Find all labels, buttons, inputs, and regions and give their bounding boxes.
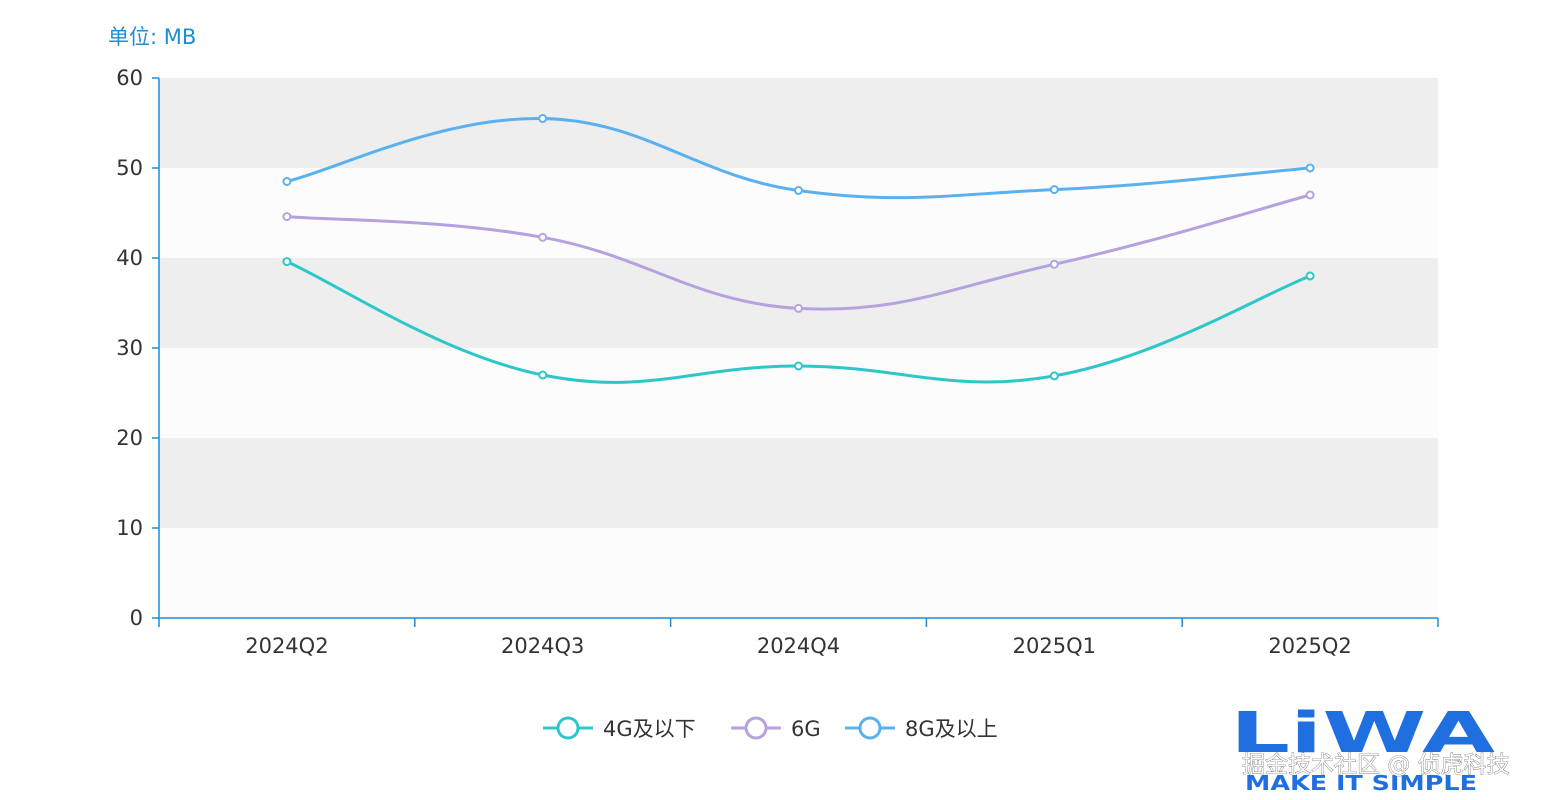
x-tick-label: 2024Q2 — [245, 634, 328, 658]
x-axis: 2024Q2 2024Q3 2024Q4 2025Q1 2025Q2 — [158, 617, 1439, 658]
legend-item-1[interactable]: 6G — [731, 716, 821, 741]
logo-tagline: MAKE IT SIMPLE — [1245, 771, 1477, 795]
legend-label: 4G及以下 — [603, 717, 696, 741]
y-tick-label: 50 — [116, 156, 143, 180]
y-tick-label: 0 — [130, 606, 143, 630]
unit-label: 单位: MB — [108, 25, 196, 49]
data-point-2-4[interactable] — [1305, 163, 1315, 173]
grid-band — [159, 258, 1438, 348]
data-point-1-3[interactable] — [1049, 259, 1059, 269]
y-tick-label: 60 — [116, 66, 143, 90]
data-point-1-2[interactable] — [794, 303, 803, 313]
legend-label: 8G及以上 — [905, 717, 998, 741]
data-point-2-2[interactable] — [794, 186, 803, 195]
watermark: 掘金技术社区 @ 侦虎科技 — [1242, 752, 1510, 778]
y-axis: 0 10 20 30 40 50 60 — [116, 66, 160, 630]
data-point-2-3[interactable] — [1049, 185, 1059, 195]
data-point-2-0[interactable] — [282, 177, 292, 186]
legend-circle-icon — [556, 716, 580, 740]
data-point-0-0[interactable] — [282, 257, 292, 267]
data-point-0-4[interactable] — [1305, 271, 1315, 281]
legend-circle-icon — [858, 716, 882, 740]
x-tick-label: 2024Q3 — [501, 634, 584, 658]
grid-band — [159, 168, 1438, 258]
grid-band — [159, 78, 1438, 168]
x-tick-label: 2024Q4 — [757, 634, 840, 658]
data-point-2-1[interactable] — [538, 114, 548, 123]
legend[interactable]: 4G及以下 6G 8G及以上 — [543, 716, 998, 741]
x-tick-label: 2025Q1 — [1013, 634, 1096, 658]
data-point-1-0[interactable] — [282, 212, 292, 222]
data-point-1-1[interactable] — [538, 232, 548, 242]
data-point-0-2[interactable] — [794, 361, 803, 371]
legend-item-2[interactable]: 8G及以上 — [845, 716, 998, 741]
logo-text: LiWA — [1230, 701, 1496, 766]
x-tick-label: 2025Q2 — [1268, 634, 1351, 658]
data-point-0-3[interactable] — [1049, 371, 1059, 381]
y-tick-label: 30 — [116, 336, 143, 360]
series-points — [282, 114, 1315, 381]
legend-item-0[interactable]: 4G及以下 — [543, 716, 696, 741]
y-tick-label: 40 — [116, 246, 143, 270]
data-point-0-1[interactable] — [538, 370, 548, 380]
grid-band — [159, 528, 1438, 618]
data-point-1-4[interactable] — [1305, 190, 1315, 200]
logo: LiWA MAKE IT SIMPLE — [1230, 701, 1496, 795]
y-tick-label: 20 — [116, 426, 143, 450]
y-tick-label: 10 — [116, 516, 143, 540]
legend-circle-icon — [744, 716, 768, 740]
grid-bands — [159, 78, 1438, 618]
grid-band — [159, 438, 1438, 528]
legend-label: 6G — [791, 717, 821, 741]
